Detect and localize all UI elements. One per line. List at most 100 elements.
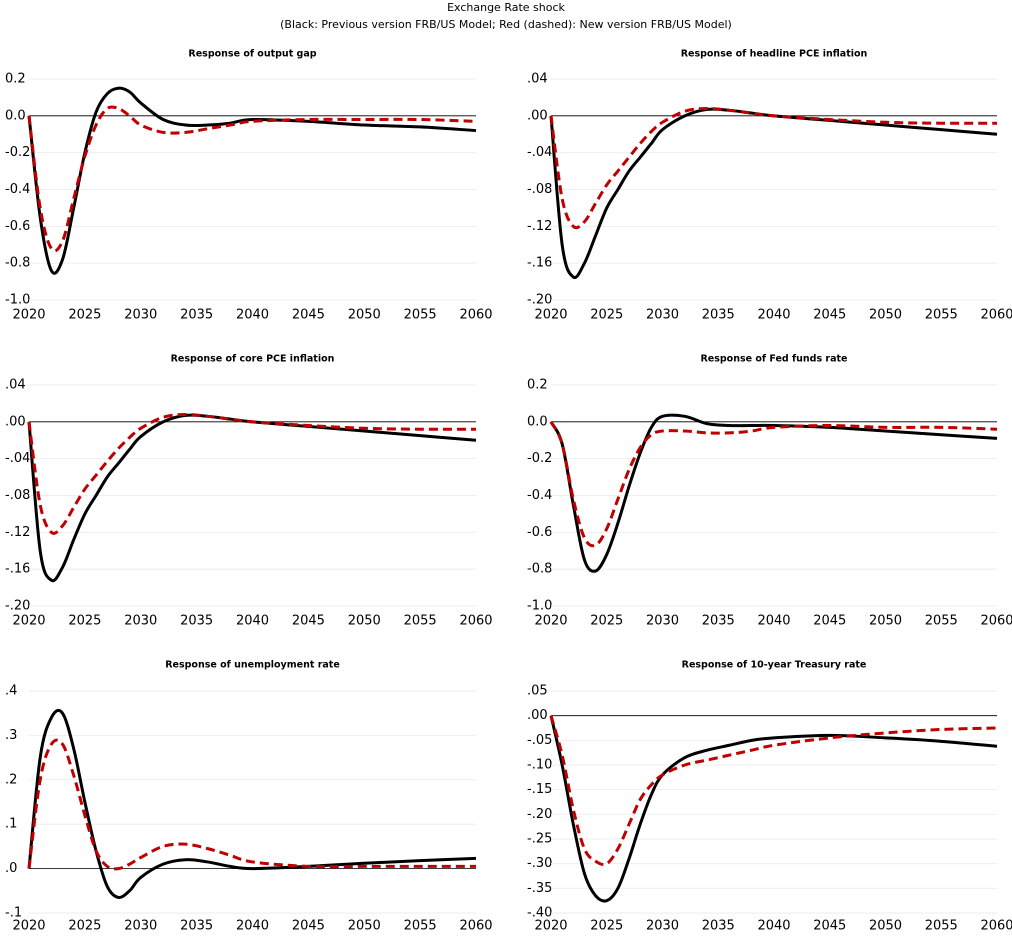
panel-title: Response of Fed funds rate — [700, 354, 847, 365]
y-tick-label: -.16 — [5, 562, 30, 577]
panel-title: Response of 10-year Treasury rate — [682, 660, 867, 671]
x-tick-label: 2045 — [292, 308, 325, 323]
x-tick-label: 2025 — [68, 308, 101, 323]
x-tick-label: 2055 — [925, 614, 958, 629]
x-tick-label: 2050 — [348, 919, 381, 934]
x-tick-label: 2025 — [68, 919, 101, 934]
y-tick-label: .2 — [5, 772, 17, 787]
x-tick-label: 2040 — [236, 614, 269, 629]
x-tick-label: 2025 — [590, 308, 623, 323]
x-tick-label: 2035 — [702, 919, 735, 934]
x-tick-label: 2060 — [459, 919, 492, 934]
y-tick-label: .00 — [527, 708, 548, 723]
x-tick-label: 2050 — [869, 308, 902, 323]
x-tick-label: 2025 — [590, 614, 623, 629]
y-tick-label: .4 — [5, 684, 17, 699]
x-tick-label: 2030 — [124, 919, 157, 934]
series-line — [549, 106, 998, 230]
y-tick-label: 0.2 — [5, 72, 26, 87]
x-tick-label: 2055 — [925, 919, 958, 934]
y-tick-label: .04 — [5, 378, 26, 393]
x-tick-label: 2020 — [534, 614, 567, 629]
x-tick-label: 2040 — [757, 308, 790, 323]
series-line — [27, 738, 476, 871]
panel-title: Response of output gap — [188, 49, 316, 60]
x-tick-label: 2030 — [124, 308, 157, 323]
x-tick-label: 2035 — [702, 614, 735, 629]
panel-title: Response of headline PCE inflation — [681, 49, 868, 60]
x-tick-label: 2020 — [12, 308, 45, 323]
x-tick-label: 2030 — [646, 614, 679, 629]
panel-title: Response of unemployment rate — [165, 660, 340, 671]
y-tick-label: -.20 — [527, 807, 552, 822]
x-tick-label: 2045 — [813, 919, 846, 934]
series-line — [549, 413, 998, 573]
x-tick-label: 2050 — [869, 919, 902, 934]
y-tick-label: -0.8 — [5, 256, 30, 271]
x-tick-label: 2025 — [68, 614, 101, 629]
x-tick-label: 2020 — [12, 919, 45, 934]
y-tick-label: -0.6 — [527, 525, 552, 540]
y-tick-label: .00 — [5, 414, 26, 429]
y-tick-label: -0.8 — [527, 562, 552, 577]
series-line — [27, 413, 477, 583]
x-tick-label: 2025 — [590, 919, 623, 934]
x-tick-label: 2020 — [534, 919, 567, 934]
y-tick-label: -.12 — [5, 525, 30, 540]
series-line — [549, 421, 998, 548]
x-tick-label: 2030 — [646, 919, 679, 934]
y-tick-label: -.15 — [527, 782, 552, 797]
x-tick-label: 2040 — [757, 919, 790, 934]
x-tick-label: 2045 — [292, 614, 325, 629]
x-tick-label: 2040 — [236, 919, 269, 934]
figure-subtitle: (Black: Previous version FRB/US Model; R… — [280, 18, 732, 31]
y-tick-label: .1 — [5, 817, 17, 832]
x-tick-label: 2020 — [12, 614, 45, 629]
y-tick-label: -0.2 — [527, 451, 552, 466]
series-line — [549, 715, 998, 903]
x-tick-label: 2050 — [348, 614, 381, 629]
y-tick-label: 0.0 — [5, 108, 26, 123]
series-line — [27, 412, 477, 535]
y-tick-label: -.20 — [5, 599, 30, 614]
y-tick-label: 0.2 — [527, 378, 548, 393]
y-tick-label: -.30 — [527, 856, 552, 871]
y-tick-label: -.04 — [5, 451, 30, 466]
x-tick-label: 2045 — [292, 919, 325, 934]
y-tick-label: -.08 — [527, 182, 552, 197]
y-tick-label: .00 — [527, 108, 548, 123]
y-tick-label: -.20 — [527, 293, 552, 308]
x-tick-label: 2060 — [980, 614, 1012, 629]
y-tick-label: -.08 — [5, 488, 30, 503]
figure-title: Exchange Rate shock — [447, 1, 565, 14]
x-tick-label: 2030 — [646, 308, 679, 323]
x-tick-label: 2055 — [925, 308, 958, 323]
x-tick-label: 2020 — [534, 308, 567, 323]
x-tick-label: 2040 — [757, 614, 790, 629]
y-tick-label: -0.4 — [527, 488, 552, 503]
y-tick-label: -.04 — [527, 145, 552, 160]
y-tick-label: -0.6 — [5, 219, 30, 234]
x-tick-label: 2060 — [980, 919, 1012, 934]
panel-title: Response of core PCE inflation — [171, 354, 335, 365]
x-tick-label: 2035 — [180, 614, 213, 629]
y-tick-label: -.35 — [527, 881, 552, 896]
y-tick-label: .05 — [527, 684, 548, 699]
y-tick-label: -.40 — [527, 906, 552, 921]
y-tick-label: -0.2 — [5, 145, 30, 160]
x-tick-label: 2035 — [180, 308, 213, 323]
x-tick-label: 2060 — [459, 308, 492, 323]
y-tick-label: .0 — [5, 861, 17, 876]
x-tick-label: 2055 — [404, 308, 437, 323]
x-tick-label: 2045 — [813, 308, 846, 323]
x-tick-label: 2035 — [702, 308, 735, 323]
x-tick-label: 2050 — [869, 614, 902, 629]
x-tick-label: 2050 — [348, 308, 381, 323]
x-tick-label: 2060 — [980, 308, 1012, 323]
series-line — [27, 105, 477, 253]
series-line — [549, 715, 998, 866]
y-tick-label: -.05 — [527, 733, 552, 748]
y-tick-label: -.25 — [527, 832, 552, 847]
x-tick-label: 2055 — [404, 919, 437, 934]
